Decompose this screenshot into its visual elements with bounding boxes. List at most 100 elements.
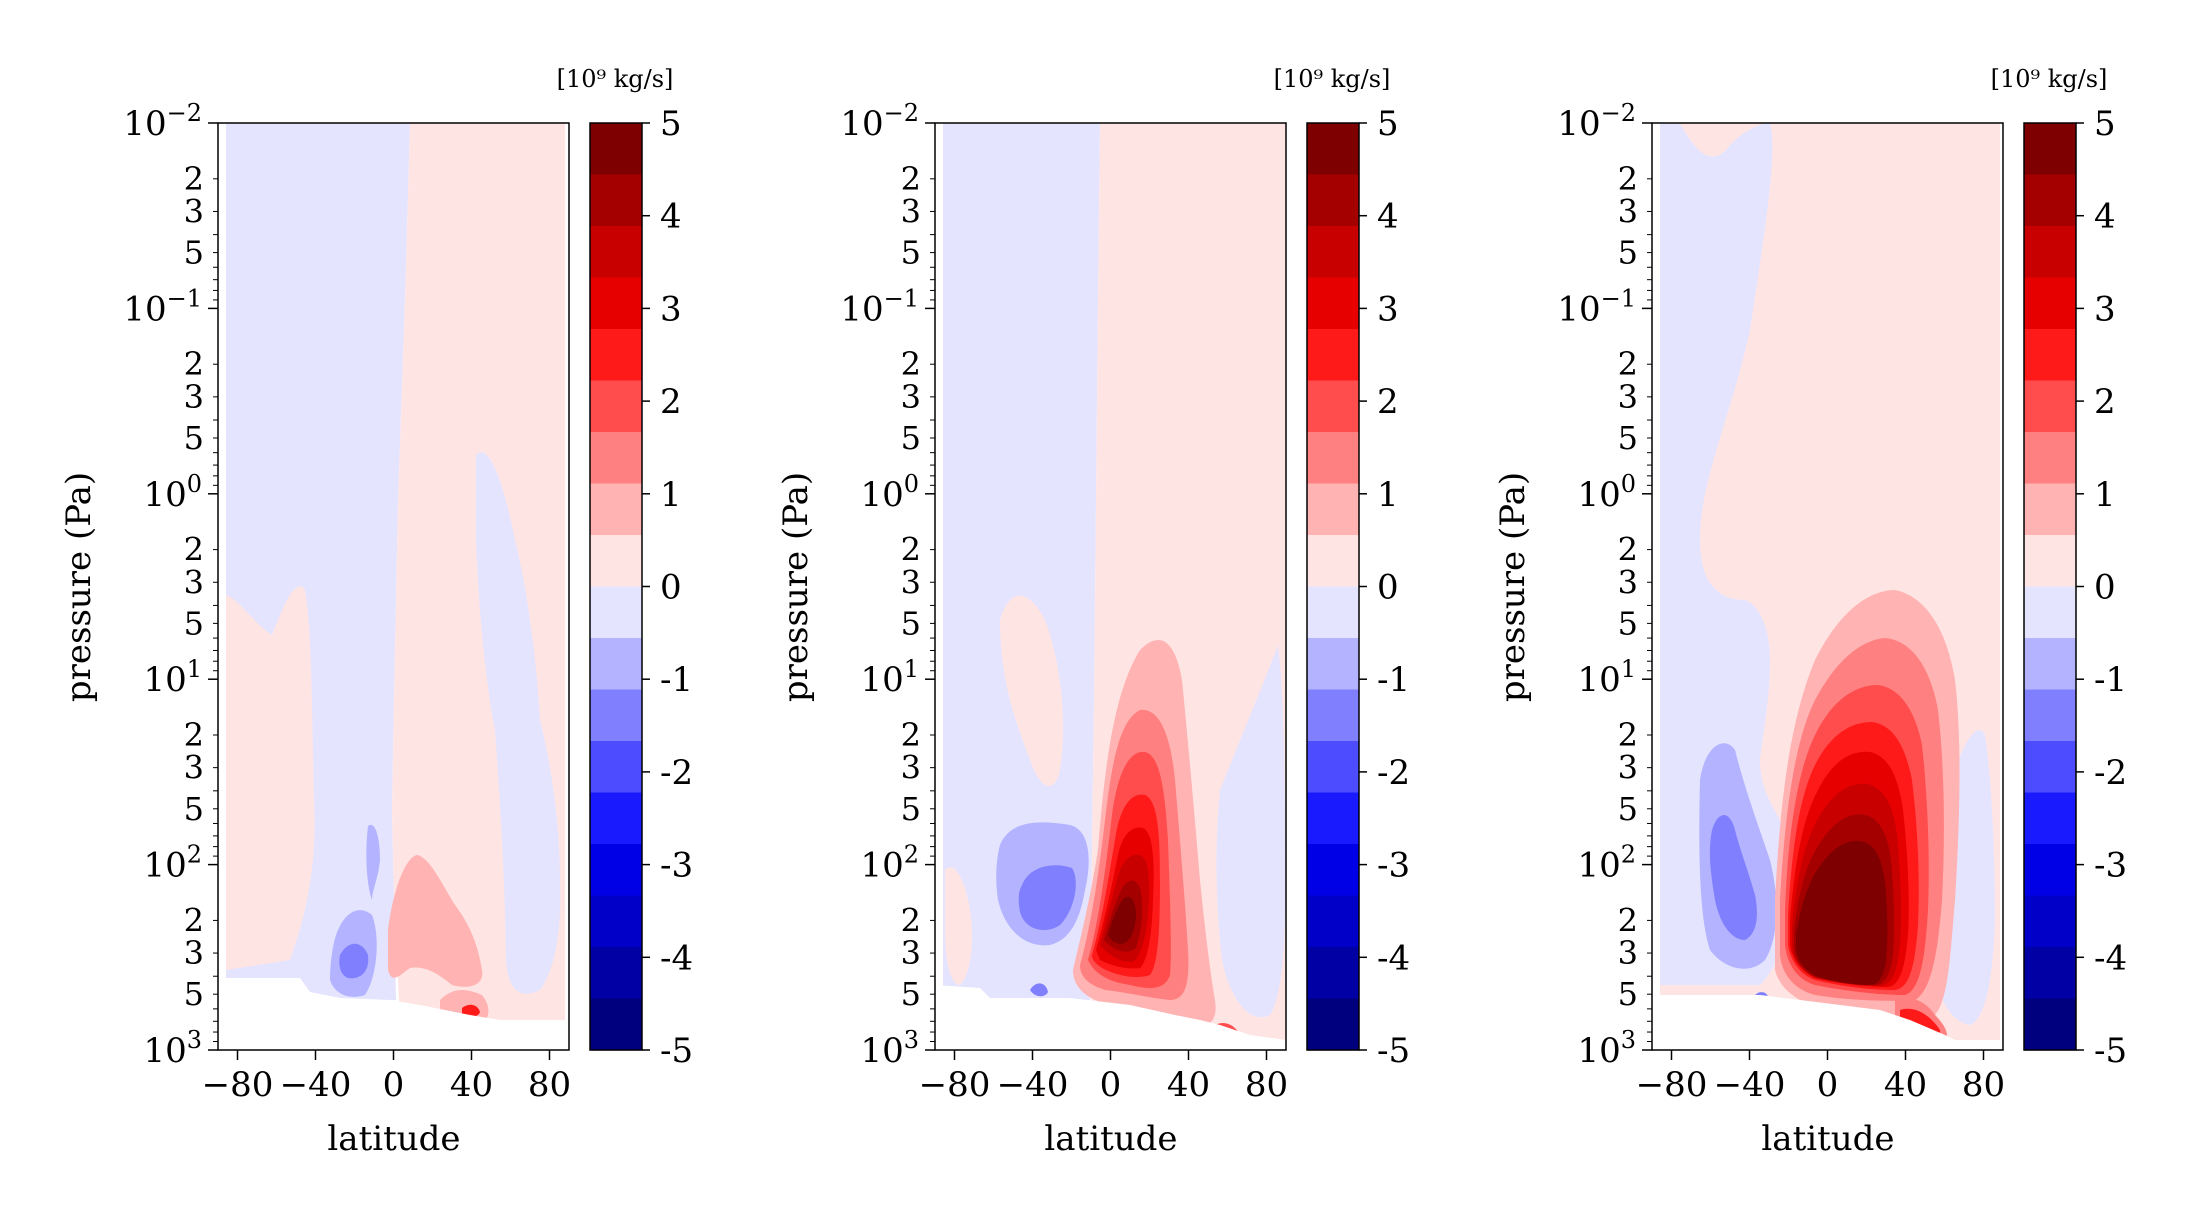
colorbar-swatch [1307, 535, 1359, 588]
colorbar-tick-label: 3 [2094, 289, 2116, 329]
surface-mask-middle [935, 985, 1286, 1050]
contour-pos-patch-south-middle [1000, 595, 1064, 787]
colorbar-tick-label: -3 [660, 846, 693, 886]
y-minor-tick-label: 2 [1618, 531, 1638, 569]
colorbar-tick-label: -1 [660, 660, 693, 700]
colorbar-swatch [590, 792, 642, 845]
y-tick-label: 102 [1577, 841, 1636, 886]
colorbar-swatch [2024, 792, 2076, 845]
y-tick-label: 102 [143, 841, 202, 886]
colorbar-swatch [1307, 123, 1359, 176]
colorbar-swatch [590, 432, 642, 485]
y-minor-tick-label: 2 [901, 716, 921, 754]
contour-pos-level-4.0-middle [1108, 896, 1136, 944]
y-tick-label: 102 [860, 841, 919, 886]
colorbar-swatch [2024, 226, 2076, 279]
colorbar-swatch [1307, 277, 1359, 330]
contour-pos-level-4.0-right [1796, 840, 1888, 985]
y-minor-tick-label: 2 [184, 160, 204, 198]
x-tick-label: 0 [383, 1065, 405, 1105]
y-minor-tick-label: 5 [184, 234, 204, 272]
colorbar-swatch [2024, 174, 2076, 227]
contour-neg-cell-core-right [1709, 815, 1757, 940]
y-tick-label: 10−1 [1557, 284, 1636, 329]
x-tick-label: −80 [919, 1065, 991, 1105]
colorbar-swatch [2024, 586, 2076, 639]
colorbar-swatch [590, 226, 642, 279]
x-tick-label: 40 [1884, 1065, 1927, 1105]
colorbar-tick-label: 4 [1377, 197, 1399, 237]
colorbar-swatch [2024, 844, 2076, 897]
colorbar-swatch [590, 844, 642, 897]
y-tick-label: 10−1 [123, 284, 202, 329]
x-tick-label: 0 [1817, 1065, 1839, 1105]
y-minor-tick-label: 5 [1618, 604, 1638, 642]
colorbar-tick-label: 0 [2094, 568, 2116, 608]
x-axis-left: −80 −40 0 40 80 [202, 1050, 571, 1105]
y-minor-tick-label: 3 [901, 563, 921, 601]
plot-area-right [1652, 123, 2003, 1050]
x-tick-label: −80 [1636, 1065, 1708, 1105]
y-minor-tick-label: 3 [1618, 378, 1638, 416]
y-minor-tick-label: 5 [1618, 790, 1638, 828]
y-minor-tick-label: 3 [1618, 192, 1638, 230]
plot-area-left [218, 123, 569, 1050]
x-axis-right: −80 −40 0 40 80 [1636, 1050, 2005, 1105]
y-minor-tick-label: 5 [184, 975, 204, 1013]
x-axis-label-left: latitude [327, 1119, 460, 1159]
contour-neg-north-left [476, 452, 561, 994]
colorbar-tick-label: 5 [1377, 104, 1399, 144]
contour-neg-background-right [1660, 123, 1789, 985]
colorbar-swatch [1307, 998, 1359, 1051]
colorbar-swatch [1307, 329, 1359, 382]
colorbar-swatch [590, 483, 642, 536]
colorbar-swatch [1307, 174, 1359, 227]
y-minor-tick-label: 5 [901, 975, 921, 1013]
y-minor-tick-label: 3 [184, 934, 204, 972]
colorbar-swatch [1307, 689, 1359, 742]
colorbar-right: 5 4 3 2 1 0 -1 -2 -3 -4 -5 [2023, 104, 2127, 1071]
y-tick-label: 103 [143, 1026, 202, 1071]
colorbar-tick-label: 4 [2094, 197, 2116, 237]
x-tick-label: 40 [450, 1065, 493, 1105]
colorbar-swatch [1307, 895, 1359, 948]
y-minor-tick-label: 5 [184, 790, 204, 828]
colorbar-tick-label: -4 [1377, 938, 1410, 978]
colorbar-tick-label: -1 [1377, 660, 1410, 700]
colorbar-swatch [590, 380, 642, 433]
colorbar-tick-label: 2 [660, 382, 682, 422]
colorbar-middle: 5 4 3 2 1 0 -1 -2 -3 -4 -5 [1306, 104, 1410, 1071]
colorbar-swatch [1307, 432, 1359, 485]
colorbar-tick-label: 3 [660, 289, 682, 329]
y-tick-label: 103 [860, 1026, 919, 1071]
x-tick-label: −80 [202, 1065, 274, 1105]
colorbar-tick-label: -3 [1377, 846, 1410, 886]
colorbar-swatch [2024, 689, 2076, 742]
colorbar-swatch [2024, 329, 2076, 382]
colorbar-unit-right: [10⁹ kg/s] [1991, 65, 2108, 93]
contour-pos-cell-left [388, 855, 483, 987]
colorbar-swatch [2024, 535, 2076, 588]
y-tick-label: 103 [1577, 1026, 1636, 1071]
colorbar-swatch [2024, 277, 2076, 330]
colorbar-tick-label: 5 [2094, 104, 2116, 144]
y-tick-label: 10−2 [840, 99, 919, 144]
y-minor-tick-label: 2 [184, 901, 204, 939]
y-minor-tick-label: 2 [901, 160, 921, 198]
colorbar-tick-label: 3 [1377, 289, 1399, 329]
colorbar-tick-label: 1 [2094, 475, 2116, 515]
colorbar-swatch [2024, 483, 2076, 536]
x-tick-label: −40 [1714, 1065, 1786, 1105]
x-tick-label: 40 [1167, 1065, 1210, 1105]
y-minor-tick-label: 5 [901, 790, 921, 828]
colorbar-tick-label: -4 [2094, 938, 2127, 978]
colorbar-swatch [590, 638, 642, 691]
x-axis-label-middle: latitude [1044, 1119, 1177, 1159]
contour-neg-background-middle [943, 123, 1100, 1000]
y-minor-tick-label: 2 [901, 901, 921, 939]
colorbar-swatch [590, 741, 642, 794]
y-minor-tick-label: 3 [901, 192, 921, 230]
y-minor-tick-label: 2 [184, 716, 204, 754]
y-minor-tick-label: 3 [184, 192, 204, 230]
contour-neg-surface-middle [1030, 983, 1048, 997]
